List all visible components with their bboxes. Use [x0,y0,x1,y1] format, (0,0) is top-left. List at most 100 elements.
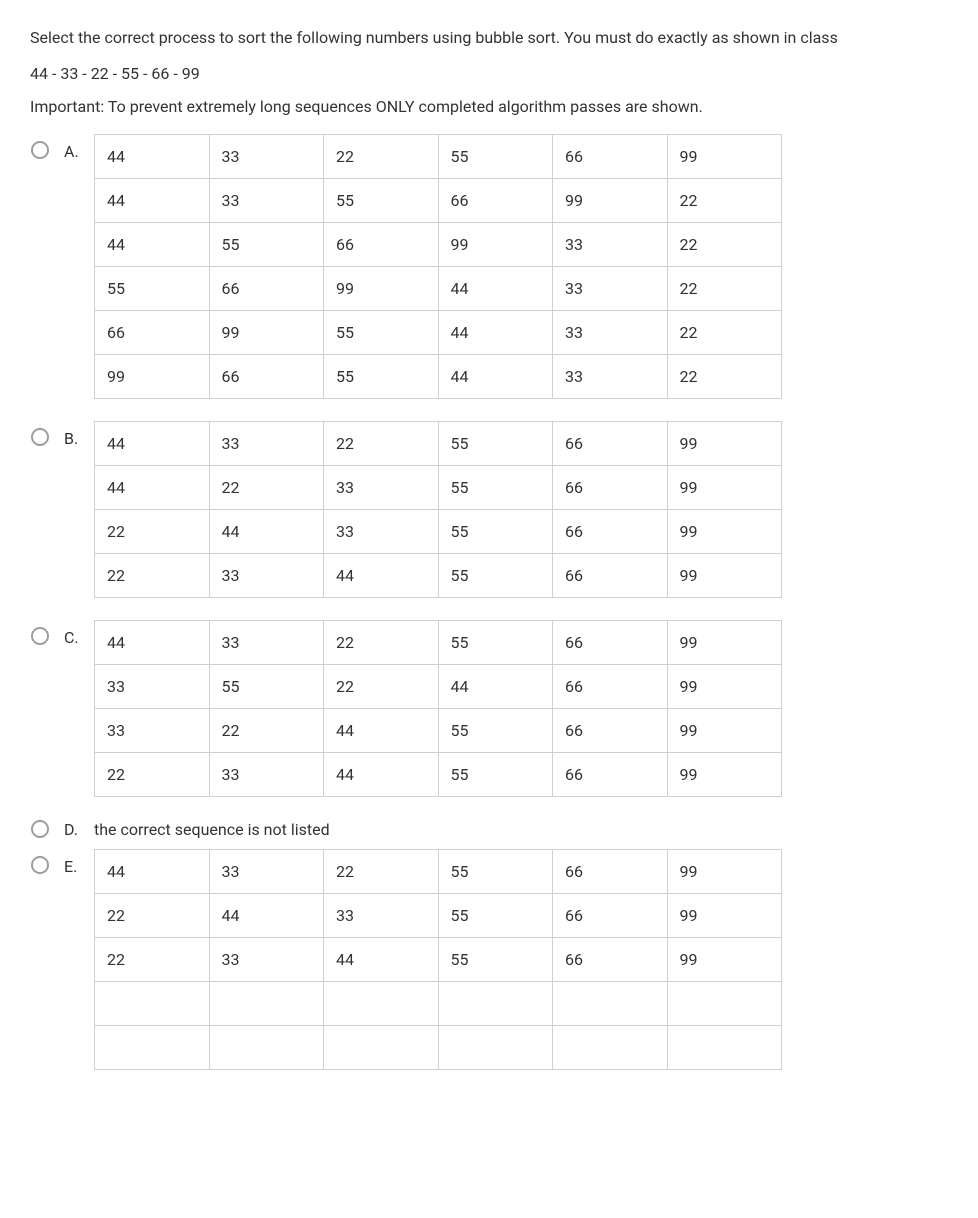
table-row [95,1026,782,1070]
option-label-b: B. [64,429,94,448]
table-a: 4433225566994433556699224455669933225566… [94,134,782,399]
table-row: 224433556699 [95,510,782,554]
table-cell: 33 [553,355,668,399]
table-cell: 44 [95,223,210,267]
table-cell [553,1026,668,1070]
table-c: 4433225566993355224466993322445566992233… [94,620,782,797]
radio-wrapper-e [30,855,50,875]
table-cell [438,982,553,1026]
table-cell: 99 [667,938,782,982]
table-cell: 22 [209,709,324,753]
table-row: 443322556699 [95,422,782,466]
radio-wrapper-a [30,140,50,160]
table-cell: 66 [553,753,668,797]
table-cell: 99 [95,355,210,399]
table-cell: 55 [209,665,324,709]
table-cell: 33 [324,894,439,938]
table-cell: 66 [324,223,439,267]
table-cell: 22 [95,938,210,982]
table-cell: 44 [209,510,324,554]
table-cell [438,1026,553,1070]
table-cell: 99 [667,665,782,709]
table-cell: 22 [95,753,210,797]
radio-a[interactable] [31,141,49,159]
table-cell: 99 [667,422,782,466]
table-cell: 44 [438,267,553,311]
table-row: 556699443322 [95,267,782,311]
table-cell [95,982,210,1026]
radio-wrapper-b [30,427,50,447]
table-cell: 99 [667,466,782,510]
option-label-e: E. [64,857,94,876]
table-cell: 66 [553,621,668,665]
table-row: 332244556699 [95,709,782,753]
table-row: 996655443322 [95,355,782,399]
table-cell: 44 [95,621,210,665]
table-cell: 44 [95,179,210,223]
table-cell: 99 [667,894,782,938]
table-cell: 99 [324,267,439,311]
table-cell [324,982,439,1026]
table-cell: 99 [438,223,553,267]
table-cell: 99 [667,709,782,753]
table-row: 224433556699 [95,894,782,938]
table-cell: 99 [667,753,782,797]
question-prompt: Select the correct process to sort the f… [30,26,948,50]
table-cell: 66 [553,938,668,982]
table-row: 223344556699 [95,938,782,982]
radio-b[interactable] [31,428,49,446]
table-cell: 66 [438,179,553,223]
table-cell: 55 [438,466,553,510]
option-content-e: 443322556699224433556699223344556699 [94,849,948,1070]
table-cell: 33 [324,466,439,510]
question-sequence: 44 - 33 - 22 - 55 - 66 - 99 [30,64,948,83]
table-cell: 22 [324,135,439,179]
table-cell: 55 [95,267,210,311]
option-label-c: C. [64,628,94,647]
option-text-d: the correct sequence is not listed [94,820,330,839]
table-cell [209,1026,324,1070]
table-cell: 66 [553,510,668,554]
table-row: 442233556699 [95,466,782,510]
table-cell: 44 [324,753,439,797]
table-cell: 99 [667,554,782,598]
table-cell: 44 [438,311,553,355]
table-cell: 44 [95,135,210,179]
table-cell: 99 [553,179,668,223]
table-row: 445566993322 [95,223,782,267]
table-cell: 22 [667,267,782,311]
table-cell: 22 [95,554,210,598]
option-a: A. 4433225566994433556699224455669933225… [30,134,948,399]
table-cell: 33 [553,223,668,267]
table-row: 335522446699 [95,665,782,709]
table-row: 443322556699 [95,621,782,665]
table-cell: 55 [324,311,439,355]
question-note: Important: To prevent extremely long seq… [30,97,948,116]
table-cell: 99 [209,311,324,355]
table-cell: 33 [209,135,324,179]
table-cell: 33 [95,709,210,753]
table-row: 443355669922 [95,179,782,223]
option-e: E. 443322556699224433556699223344556699 [30,849,948,1070]
table-cell: 55 [324,179,439,223]
table-cell: 55 [438,510,553,554]
table-cell: 33 [209,179,324,223]
table-cell: 99 [667,510,782,554]
option-d: D. the correct sequence is not listed [30,819,948,839]
table-cell: 44 [324,709,439,753]
table-row [95,982,782,1026]
table-cell [209,982,324,1026]
table-cell: 66 [553,709,668,753]
table-cell: 44 [324,554,439,598]
table-cell: 22 [667,311,782,355]
table-cell [553,982,668,1026]
radio-wrapper-c [30,626,50,646]
table-cell: 33 [209,753,324,797]
radio-d[interactable] [31,820,49,838]
table-cell: 33 [324,510,439,554]
radio-e[interactable] [31,856,49,874]
table-cell: 66 [553,422,668,466]
table-row: 443322556699 [95,135,782,179]
radio-c[interactable] [31,627,49,645]
table-cell: 44 [324,938,439,982]
